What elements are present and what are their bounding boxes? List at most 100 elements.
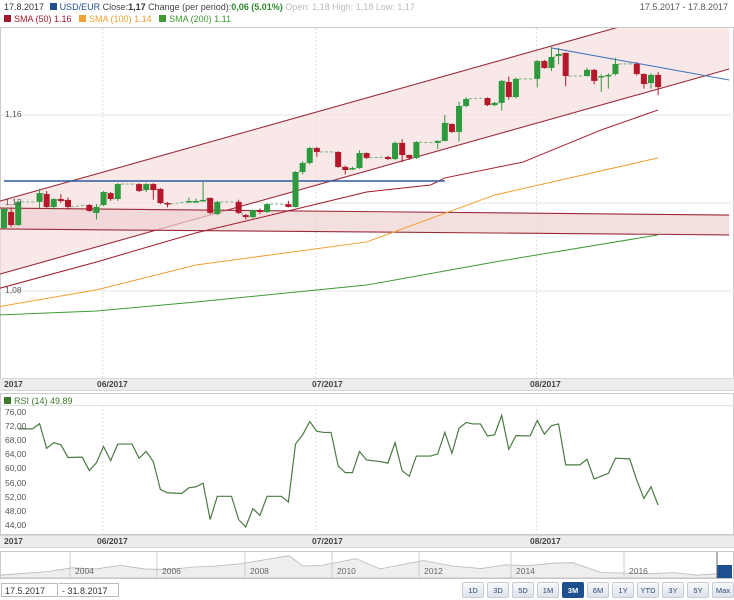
candle — [349, 166, 356, 170]
candle — [214, 200, 221, 216]
candle — [562, 52, 569, 87]
gap-connector — [6, 208, 9, 213]
candle-body — [534, 61, 541, 79]
date-to-input[interactable]: - 31.8.2017 — [59, 583, 119, 597]
candle — [598, 74, 605, 92]
candle-body — [256, 210, 263, 213]
candle-body — [150, 184, 157, 191]
horizontal-channel-upper-line — [0, 207, 730, 216]
navigator-area — [0, 555, 730, 579]
candle — [498, 79, 505, 111]
candle — [292, 171, 299, 208]
rsi-y-tick-label: 64,00 — [5, 449, 27, 460]
sma-line-200 — [0, 234, 659, 316]
navigator-selection-handle[interactable] — [717, 565, 732, 578]
gap-connector — [561, 52, 563, 55]
rising-channel-lower-line — [0, 68, 730, 275]
navigator-year: 2004 — [75, 566, 94, 576]
candle — [406, 154, 413, 161]
candle — [57, 194, 64, 203]
legend-sma50[interactable]: SMA (50) 1.16 — [4, 14, 72, 24]
rsi-y-tick-label: 72,00 — [5, 421, 27, 432]
candle — [150, 183, 157, 200]
range-button-5y[interactable]: 5Y — [687, 582, 709, 598]
candle-body — [655, 74, 662, 88]
range-button-5d[interactable]: 5D — [512, 582, 534, 598]
range-button-3d[interactable]: 3D — [487, 582, 509, 598]
horizontal-channel-fill — [0, 208, 730, 235]
legend-sma200[interactable]: SMA (200) 1.11 — [159, 14, 231, 24]
candle-body — [299, 162, 306, 172]
candle-body — [406, 155, 413, 158]
range-button-1d[interactable]: 1D — [462, 582, 484, 598]
range-button-1y[interactable]: 1Y — [612, 582, 634, 598]
gap-connector — [63, 199, 66, 202]
gap-connector — [554, 55, 556, 58]
gap-connector — [99, 204, 101, 208]
date-from-input[interactable]: 17.5.2017 — [1, 583, 58, 597]
range-button-3y[interactable]: 3Y — [662, 582, 684, 598]
symbol-color-swatch-icon — [49, 3, 57, 10]
candle-body — [57, 199, 64, 202]
candle-body — [1, 208, 7, 229]
candle-body — [413, 142, 420, 158]
sma100-swatch-icon — [79, 15, 87, 22]
range-button-1m[interactable]: 1M — [537, 582, 559, 598]
candle — [157, 188, 164, 205]
candle-body — [157, 188, 164, 203]
candle — [207, 197, 214, 214]
candle — [456, 101, 463, 142]
candle-body — [349, 168, 356, 170]
x-tick-label: 07/2017 — [312, 379, 343, 389]
legend-sma100[interactable]: SMA (100) 1.14 — [79, 14, 152, 24]
candle-body — [640, 74, 647, 84]
candle-body — [264, 204, 271, 213]
x-tick-label: 2017 — [4, 536, 23, 546]
candle — [143, 183, 150, 192]
rsi-y-tick-label: 48,00 — [5, 505, 27, 516]
change-label: Change (per period): — [148, 2, 232, 12]
candle-body — [392, 142, 399, 159]
range-button-ytd[interactable]: YTD — [637, 582, 659, 598]
candle-body — [249, 210, 256, 218]
rsi-y-tick-label: 44,00 — [5, 519, 27, 530]
indicator-legend: SMA (50) 1.16 SMA (100) 1.14 SMA (200) 1… — [4, 14, 231, 24]
candle — [136, 183, 143, 192]
candle — [548, 46, 555, 71]
gap-connector — [106, 191, 108, 194]
candle-body — [107, 193, 114, 200]
rsi-plot-frame — [0, 393, 734, 535]
candle — [591, 68, 598, 85]
candle — [512, 77, 519, 99]
main-plot — [0, 28, 734, 378]
candle — [463, 97, 470, 108]
candle — [86, 204, 93, 212]
candle-body — [342, 166, 349, 170]
candle-body — [93, 206, 100, 213]
candle-body — [86, 204, 93, 211]
range-button-3m[interactable]: 3M — [562, 582, 584, 598]
gap-connector — [241, 212, 244, 216]
candle — [640, 73, 647, 89]
gap-connector — [156, 188, 158, 191]
range-button-max[interactable]: Max — [712, 582, 734, 598]
navigator-year: 2008 — [250, 566, 269, 576]
rsi-line — [18, 413, 659, 529]
candle — [648, 73, 655, 89]
candle — [605, 73, 612, 89]
rsi-y-tick-label: 56,00 — [5, 477, 27, 488]
candle-body — [356, 153, 363, 169]
candle-body — [598, 76, 605, 78]
candle-body — [498, 80, 505, 103]
candle-body — [491, 102, 498, 106]
candle-body — [512, 78, 519, 97]
range-button-6m[interactable]: 6M — [587, 582, 609, 598]
sma-line-100 — [0, 157, 659, 308]
y-tick-label: 1,12 — [5, 197, 22, 207]
gap-connector — [191, 200, 194, 203]
sma-line-50 — [0, 109, 659, 289]
navigator-year: 2006 — [162, 566, 181, 576]
sma50-swatch-icon — [4, 15, 11, 22]
candle-body — [384, 157, 391, 159]
rsi-legend[interactable]: RSI (14) 49.89 — [4, 396, 73, 406]
